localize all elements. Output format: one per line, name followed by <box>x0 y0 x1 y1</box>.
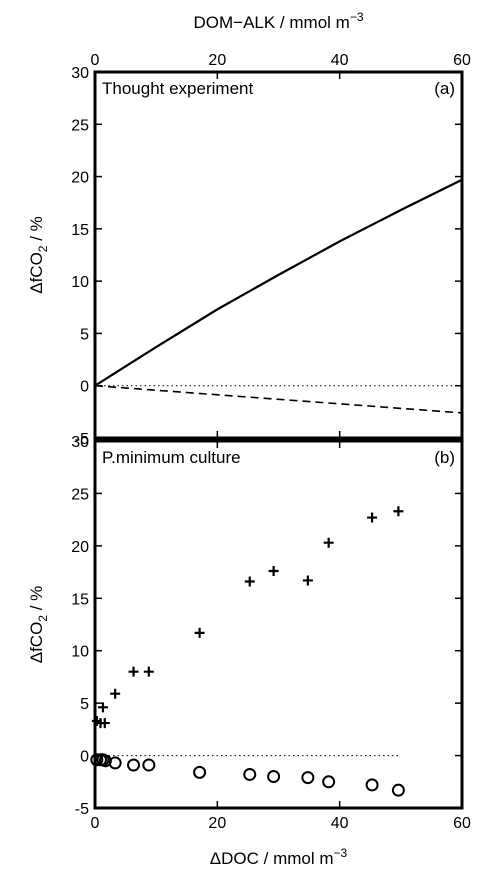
y-tick-label: 25 <box>71 117 89 134</box>
data-point-plus <box>367 512 378 523</box>
y-tick-label: 20 <box>71 539 89 556</box>
x-top-tick-label: 0 <box>91 52 100 69</box>
solid-line <box>94 178 463 387</box>
y-tick-label: 30 <box>71 434 89 451</box>
data-point-circle <box>267 770 281 784</box>
data-point-plus <box>244 576 255 587</box>
data-point-plus <box>194 627 205 638</box>
x-tick-label: 0 <box>91 815 100 832</box>
x-axis-title: ΔDOC / mmol m−3 <box>210 846 348 868</box>
x-axis-title-sup: −3 <box>334 846 348 860</box>
y-tick-label: 25 <box>71 486 89 503</box>
y-tick-label: 30 <box>71 65 89 82</box>
y-axis-title-sub: 2 <box>36 245 50 252</box>
y-axis-title-unit: / % <box>27 586 46 615</box>
data-point-circle <box>90 753 104 767</box>
y-tick-label: 0 <box>80 749 89 766</box>
y-axis-title-sub: 2 <box>36 615 50 622</box>
top-x-axis-title: DOM−ALK / mmol m−3 <box>193 10 363 32</box>
y-tick-label: -5 <box>75 801 89 818</box>
y-tick-label: -5 <box>75 431 89 448</box>
data-point-plus <box>268 566 279 577</box>
top-x-axis-title-main: DOM−ALK / mmol m <box>193 13 349 32</box>
data-point-circle <box>243 767 257 781</box>
y-tick-label: 20 <box>71 170 89 187</box>
y-axis-title-main: ΔfCO <box>27 252 46 294</box>
y-axis-title: ΔfCO2 / % <box>27 586 50 664</box>
panel-annotation: Thought experiment <box>102 79 253 98</box>
y-tick-label: 10 <box>71 274 89 291</box>
panel-label: (b) <box>434 448 455 467</box>
data-point-plus <box>302 575 313 586</box>
x-top-tick-label: 20 <box>208 52 226 69</box>
data-point-plus <box>110 688 121 699</box>
data-point-circle <box>391 783 405 797</box>
panel-label: (a) <box>434 79 455 98</box>
x-tick-label: 20 <box>208 815 226 832</box>
y-axis-title: ΔfCO2 / % <box>27 216 50 294</box>
data-point-circle <box>193 765 207 779</box>
y-axis-title-main: ΔfCO <box>27 622 46 664</box>
plot-frame <box>93 70 464 440</box>
x-axis-title-main: ΔDOC / mmol m <box>210 849 334 868</box>
y-tick-label: 10 <box>71 644 89 661</box>
data-point-plus <box>393 506 404 517</box>
x-top-tick-label: 40 <box>331 52 349 69</box>
dashed-line <box>94 384 463 414</box>
data-point-plus <box>323 537 334 548</box>
data-point-plus <box>99 718 110 729</box>
plot-frame <box>93 439 464 810</box>
panel-annotation: P.minimum culture <box>102 448 241 467</box>
y-tick-label: 15 <box>71 591 89 608</box>
x-tick-label: 60 <box>453 815 471 832</box>
y-tick-label: 5 <box>80 326 89 343</box>
y-tick-label: 0 <box>80 379 89 396</box>
y-axis-title-unit: / % <box>27 216 46 245</box>
y-tick-label: 15 <box>71 222 89 239</box>
x-top-tick-label: 60 <box>453 52 471 69</box>
data-point-circle <box>322 775 336 789</box>
data-point-circle <box>365 778 379 792</box>
data-point-circle <box>142 758 156 772</box>
data-point-circle <box>301 771 315 785</box>
data-point-circle <box>127 758 141 772</box>
y-tick-label: 5 <box>80 696 89 713</box>
data-point-circle <box>108 756 122 770</box>
data-point-plus <box>143 666 154 677</box>
data-point-plus <box>97 702 108 713</box>
x-tick-label: 40 <box>331 815 349 832</box>
data-point-plus <box>128 666 139 677</box>
top-x-axis-title-sup: −3 <box>350 10 364 24</box>
